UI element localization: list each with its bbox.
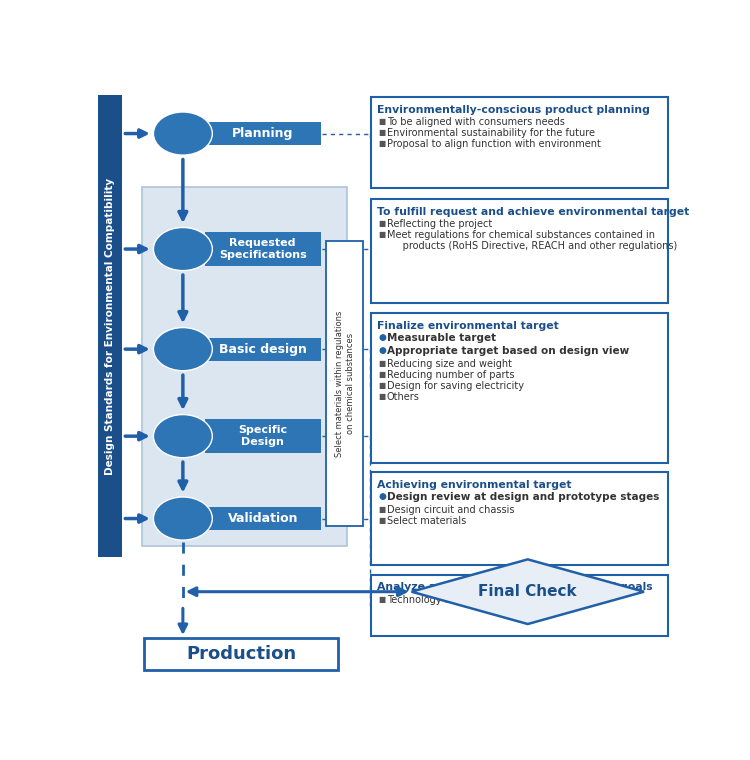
FancyBboxPatch shape — [371, 313, 668, 463]
Text: To fulfill request and achieve environmental target: To fulfill request and achieve environme… — [377, 207, 690, 217]
Text: Requested
Specifications: Requested Specifications — [219, 238, 307, 260]
FancyBboxPatch shape — [142, 188, 347, 546]
Text: Finalize environmental target: Finalize environmental target — [377, 321, 560, 331]
FancyBboxPatch shape — [205, 122, 321, 145]
Ellipse shape — [154, 415, 212, 458]
Text: Final Check: Final Check — [478, 584, 577, 599]
Text: ■: ■ — [378, 128, 386, 137]
Text: Design for saving electricity: Design for saving electricity — [387, 381, 524, 391]
FancyBboxPatch shape — [205, 337, 321, 361]
Text: Proposal to align function with environment: Proposal to align function with environm… — [387, 139, 601, 149]
Text: ■: ■ — [378, 230, 386, 239]
FancyBboxPatch shape — [371, 575, 668, 636]
Text: Design circuit and chassis: Design circuit and chassis — [387, 505, 514, 515]
FancyBboxPatch shape — [371, 473, 668, 565]
FancyBboxPatch shape — [205, 232, 321, 266]
Ellipse shape — [154, 328, 212, 371]
Text: ●: ● — [378, 333, 386, 342]
Text: Appropriate target based on design view: Appropriate target based on design view — [387, 346, 629, 356]
Text: Others: Others — [387, 391, 419, 401]
Ellipse shape — [154, 497, 212, 540]
Text: Basic design: Basic design — [219, 343, 307, 356]
Text: Reflecting the project: Reflecting the project — [387, 219, 492, 229]
FancyBboxPatch shape — [326, 242, 364, 526]
Text: Technology from environmental perspective: Technology from environmental perspectiv… — [387, 595, 602, 605]
FancyBboxPatch shape — [205, 420, 321, 453]
Polygon shape — [412, 559, 644, 624]
Text: Select materials: Select materials — [387, 516, 466, 526]
Text: ■: ■ — [378, 381, 386, 390]
Text: ■: ■ — [378, 516, 386, 525]
Text: ■: ■ — [378, 370, 386, 379]
Text: ■: ■ — [378, 139, 386, 148]
Text: ■: ■ — [378, 219, 386, 228]
Text: Reducing number of parts: Reducing number of parts — [387, 370, 514, 380]
Text: ●: ● — [378, 346, 386, 355]
Ellipse shape — [154, 112, 212, 155]
Text: Production: Production — [186, 645, 296, 663]
Text: Reducing size and weight: Reducing size and weight — [387, 359, 512, 369]
Text: Specific
Design: Specific Design — [238, 426, 287, 447]
Text: ■: ■ — [378, 595, 386, 603]
Text: ■: ■ — [378, 505, 386, 515]
Ellipse shape — [154, 227, 212, 271]
Text: Analyze achievement of environmental goals: Analyze achievement of environmental goa… — [377, 582, 653, 593]
Text: ■: ■ — [378, 359, 386, 368]
Text: Select materials within regulations
on chemical substances: Select materials within regulations on c… — [335, 311, 355, 457]
Text: Validation: Validation — [227, 512, 298, 525]
FancyBboxPatch shape — [371, 97, 668, 188]
Text: Planning: Planning — [232, 127, 293, 140]
FancyBboxPatch shape — [371, 199, 668, 303]
Text: Environmental sustainability for the future: Environmental sustainability for the fut… — [387, 128, 595, 138]
Text: Environmentally-conscious product planning: Environmentally-conscious product planni… — [377, 105, 650, 115]
Text: Meet regulations for chemical substances contained in
     products (RoHS Direct: Meet regulations for chemical substances… — [387, 230, 677, 252]
Text: Achieving environmental target: Achieving environmental target — [377, 480, 572, 490]
Text: ●: ● — [378, 492, 386, 502]
Text: To be aligned with consumers needs: To be aligned with consumers needs — [387, 117, 565, 128]
FancyBboxPatch shape — [98, 95, 122, 557]
Text: ■: ■ — [378, 117, 386, 126]
FancyBboxPatch shape — [205, 507, 321, 530]
Text: Design Standards for Environmental Compatibility: Design Standards for Environmental Compa… — [105, 178, 115, 474]
Text: Design review at design and prototype stages: Design review at design and prototype st… — [387, 492, 659, 502]
FancyBboxPatch shape — [144, 638, 338, 670]
Text: Measurable target: Measurable target — [387, 333, 496, 343]
Text: ■: ■ — [378, 391, 386, 401]
